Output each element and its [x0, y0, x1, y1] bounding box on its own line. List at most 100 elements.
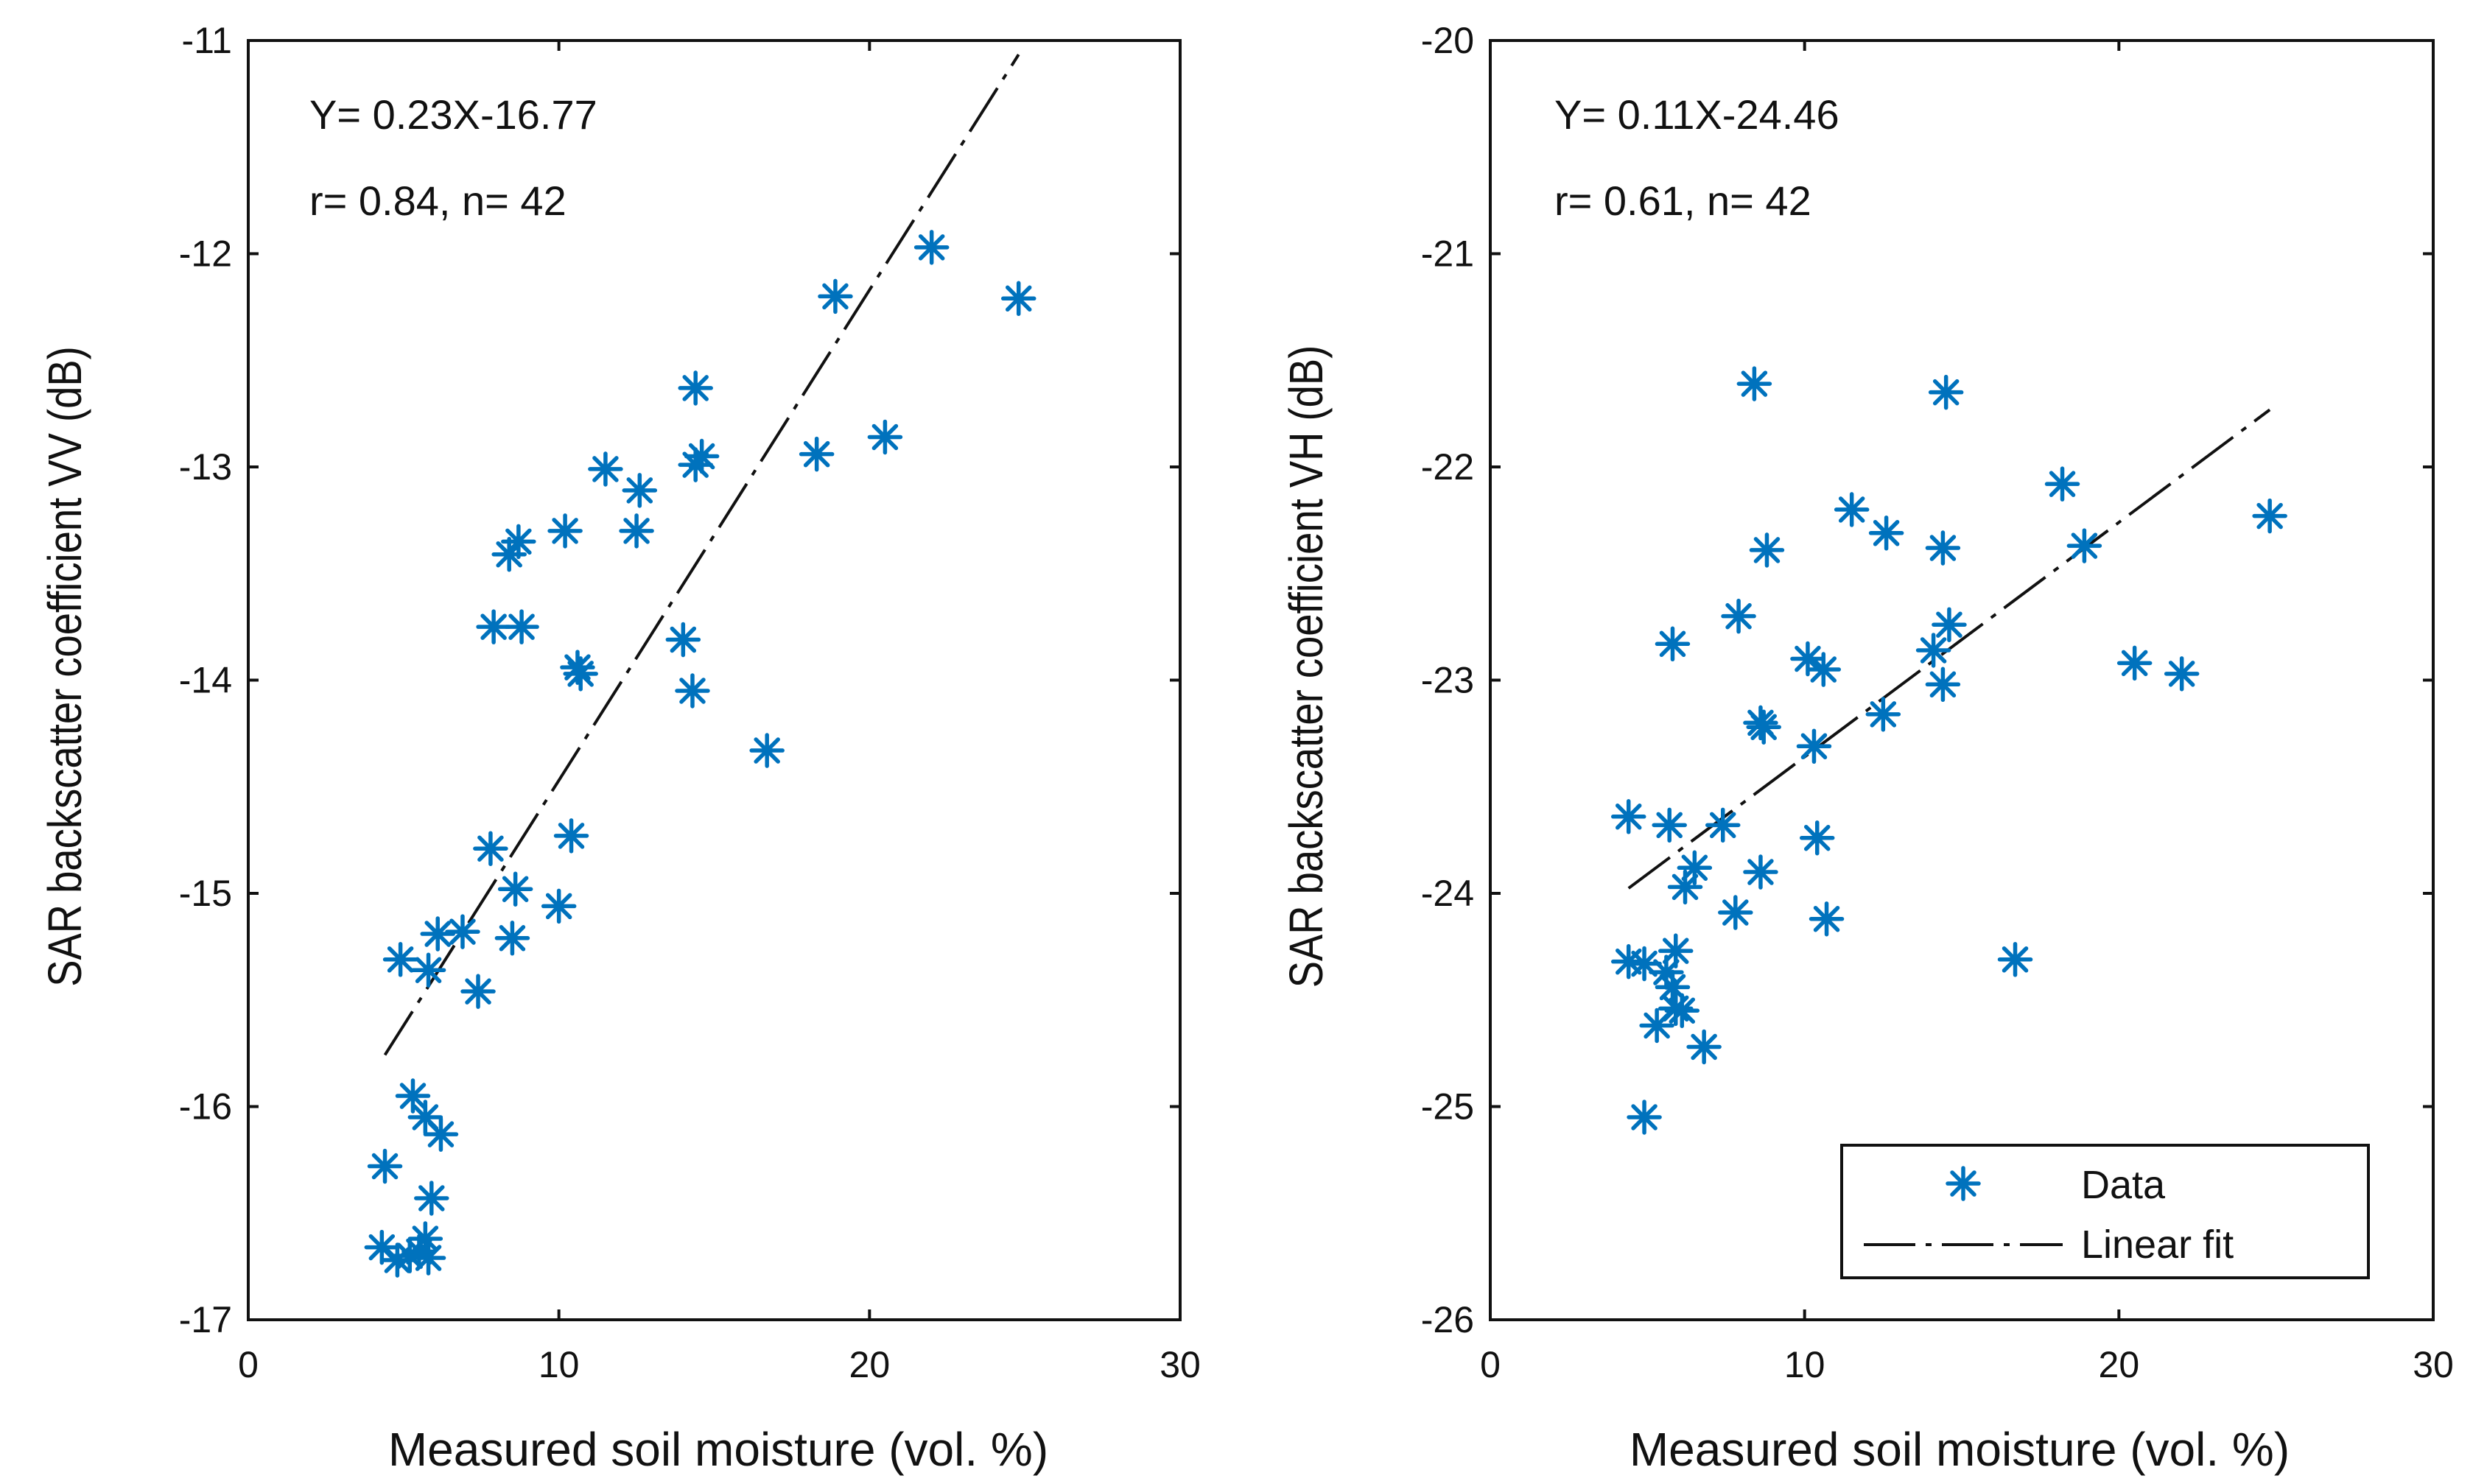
vv-data-point — [494, 921, 530, 956]
vh-data-point — [1997, 941, 2033, 977]
vv-data-point — [491, 536, 527, 572]
vh-data-point — [1652, 807, 1687, 843]
vh-x-tick-label: 30 — [2413, 1344, 2454, 1385]
legend-fit-label: Linear fit — [2081, 1223, 2234, 1267]
vv-data-point — [423, 1116, 459, 1152]
vv-data-point — [553, 818, 589, 854]
vv-y-tick-label: -16 — [179, 1086, 232, 1128]
vv-data-point — [473, 831, 508, 866]
vh-data-point — [1925, 667, 1961, 703]
vh-data-point — [1806, 652, 1842, 687]
legend-data-marker — [1946, 1166, 1981, 1201]
vh-data-point — [1721, 598, 1756, 634]
vh-data-point — [1664, 993, 1700, 1028]
vv-data-point — [818, 278, 853, 314]
vh-x-tick-label: 0 — [1480, 1344, 1501, 1385]
vh-data-point — [1749, 532, 1785, 568]
legend-data-label: Data — [2081, 1163, 2166, 1207]
vv-x-tick-label: 0 — [238, 1344, 259, 1385]
vv-x-axis-label: Measured soil moisture (vol. %) — [388, 1423, 1048, 1476]
vh-data-point — [2164, 656, 2200, 692]
vh-data-point — [1915, 633, 1951, 668]
vv-y-tick-label: -13 — [179, 446, 232, 488]
vv-data-point — [460, 974, 496, 1009]
vv-data-point — [678, 370, 713, 406]
vh-data-point — [1686, 1029, 1722, 1065]
vv-data-point — [588, 451, 623, 487]
vv-data-point — [913, 230, 950, 265]
vh-data-point — [2066, 528, 2102, 563]
vh-data-point — [1799, 820, 1835, 856]
vv-data-point — [622, 473, 658, 508]
vv-x-tick-label: 10 — [539, 1344, 580, 1385]
vh-data-point — [1655, 969, 1691, 1005]
vv-data-point — [678, 447, 713, 482]
vh-data-point — [1655, 626, 1691, 662]
vv-data-point — [476, 609, 511, 644]
vh-data-point — [2044, 466, 2080, 502]
vv-y-tick-label: -17 — [179, 1299, 232, 1340]
vh-data-point — [1746, 709, 1781, 745]
vh-data-point — [1928, 374, 1964, 410]
vh-data-point — [1743, 854, 1778, 890]
vv-panel: Y= 0.23X-16.77 r= 0.84, n= 42 Measured s… — [38, 20, 1201, 1476]
vv-data-point — [1000, 281, 1036, 317]
vv-data-point — [675, 673, 710, 708]
vh-y-tick-label: -24 — [1421, 873, 1474, 914]
vh-data-point — [2116, 645, 2153, 681]
vv-y-tick-label: -12 — [179, 233, 232, 275]
vh-data-point — [1834, 492, 1870, 527]
vv-data-point — [497, 871, 533, 907]
vh-y-axis-label: SAR backscatter coefficient VH (dB) — [1280, 345, 1333, 988]
vv-data-point — [665, 622, 701, 658]
vh-data-point — [1639, 1007, 1674, 1044]
vv-y-axis-label: SAR backscatter coefficient VV (dB) — [38, 346, 91, 986]
vv-y-tick-label: -11 — [181, 20, 232, 61]
vv-data-point — [547, 513, 583, 549]
vv-equation-annotation: Y= 0.23X-16.77 — [309, 91, 597, 138]
vh-x-tick-label: 20 — [2099, 1344, 2140, 1385]
vv-stats-annotation: r= 0.84, n= 42 — [309, 177, 566, 224]
vv-data-point — [504, 609, 539, 644]
legend-box — [1840, 1144, 2370, 1279]
vv-data-point — [401, 1234, 437, 1270]
vh-stats-annotation: r= 0.61, n= 42 — [1554, 177, 1811, 224]
vh-y-tick-label: -21 — [1421, 233, 1474, 275]
vh-y-tick-label: -25 — [1421, 1086, 1474, 1128]
vv-data-point — [382, 941, 418, 977]
vv-data-point — [407, 1221, 443, 1256]
vh-equation-annotation: Y= 0.11X-24.46 — [1554, 91, 1839, 138]
vv-data-point — [367, 1148, 403, 1184]
vv-data-point — [414, 1181, 449, 1216]
vh-data-point — [1705, 807, 1741, 843]
vh-y-tick-label: -22 — [1421, 446, 1474, 488]
vh-y-tick-label: -20 — [1421, 20, 1474, 61]
vv-data-point — [420, 916, 455, 952]
vh-data-point — [1796, 728, 1832, 764]
vh-x-tick-label: 10 — [1784, 1344, 1825, 1385]
vh-data-point — [1718, 895, 1753, 930]
vh-data-point — [1865, 697, 1901, 732]
vh-data-point — [1610, 799, 1646, 834]
vh-data-point — [1809, 901, 1845, 937]
vh-data-point — [1925, 530, 1961, 566]
vh-data-point — [1868, 515, 1904, 551]
vv-data-point — [410, 952, 446, 988]
vv-y-tick-label: -15 — [179, 873, 232, 914]
vv-data-point — [445, 914, 480, 949]
vv-linear-fit-line — [383, 54, 1020, 1056]
vh-panel: Y= 0.11X-24.46 r= 0.61, n= 42 Measured s… — [1280, 20, 2454, 1476]
vv-data-point — [749, 733, 785, 768]
vh-data-point — [1658, 933, 1694, 968]
vv-x-tick-label: 20 — [849, 1344, 891, 1385]
vh-data-point — [2252, 498, 2287, 534]
vh-y-tick-label: -23 — [1421, 660, 1474, 701]
vv-data-point — [867, 419, 903, 455]
vh-data-point — [1736, 366, 1772, 401]
vh-data-point — [1667, 869, 1703, 905]
vv-data-point — [619, 513, 654, 549]
vv-y-tick-label: -14 — [179, 660, 232, 701]
vv-data-point — [799, 436, 835, 472]
vv-data-point — [541, 888, 577, 924]
